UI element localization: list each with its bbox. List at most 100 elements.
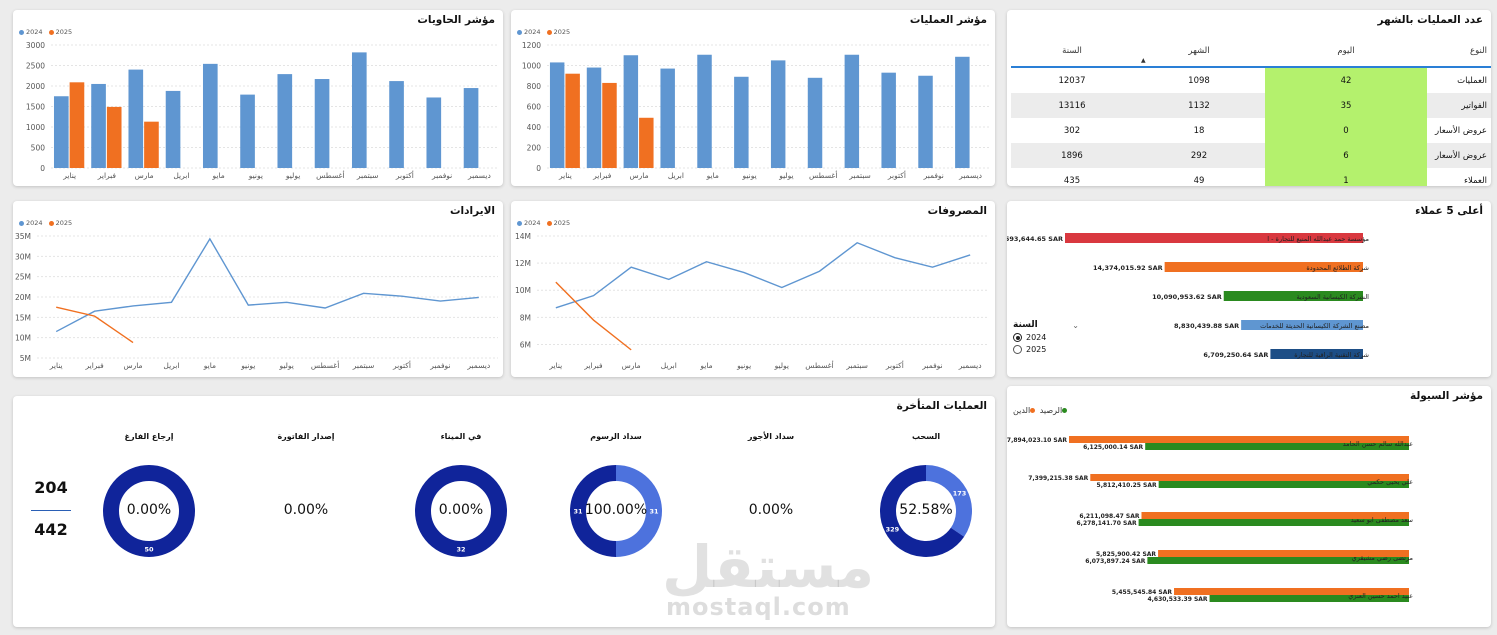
customer-value-label: 10,090,953.62 SAR <box>1152 293 1222 301</box>
col-month[interactable]: الشهر ▲ <box>1133 36 1265 68</box>
liquidity-card: مؤشر السيولة الرصيد الدين 7,894,023.10 S… <box>1007 386 1491 627</box>
containers-title: مؤشر الحاويات <box>417 14 495 26</box>
x-tick-label: مارس <box>622 361 641 370</box>
y-tick-label: 14M <box>515 232 531 241</box>
x-tick-label: مايو <box>699 361 712 370</box>
x-tick-label: ديسمبر <box>958 171 982 180</box>
x-tick-label: أكتوبر <box>885 360 904 370</box>
cell-year: 1896 <box>1011 143 1133 168</box>
donut-segment <box>925 465 972 537</box>
radio-2025[interactable]: 2025 <box>1013 345 1079 354</box>
legend-dot-balance <box>1062 408 1068 413</box>
bar-2024 <box>623 55 639 168</box>
y-tick-label: 20M <box>15 293 31 302</box>
x-tick-label: ابريل <box>661 361 677 370</box>
cell-year: 435 <box>1063 175 1081 186</box>
y-tick-label: 8M <box>520 313 531 322</box>
x-tick-label: أغسطس <box>316 170 344 180</box>
radio-2024[interactable]: 2024 <box>1013 333 1079 342</box>
line-series-2025 <box>555 281 632 351</box>
operations-chart: 0 200 400 600 800 1000 1200 يناير فبراير مارس ابري… <box>522 41 989 180</box>
balance-bar <box>1209 595 1409 602</box>
donut-segment-label: 173 <box>953 490 967 498</box>
bar-2024 <box>881 72 896 168</box>
x-tick-label: يوليو <box>279 361 294 370</box>
year-filter-header[interactable]: السنة ⌄ <box>1013 320 1079 330</box>
x-tick-label: يونيو <box>736 361 751 370</box>
x-tick-label: ديسمبر <box>958 361 982 370</box>
donut-segment-label: 31 <box>649 508 659 516</box>
x-tick-label: ابريل <box>173 171 189 180</box>
x-tick-label: فبراير <box>583 361 603 370</box>
y-tick-label: 15M <box>15 313 31 322</box>
y-tick-label: 30M <box>15 252 31 261</box>
y-tick-label: 600 <box>527 103 542 112</box>
watermark-latin: mostaql.com <box>666 593 851 621</box>
donut-segment <box>570 465 617 557</box>
debt-bar <box>1174 588 1409 595</box>
legend-balance: الرصيد <box>1039 406 1063 415</box>
y-tick-label: 2000 <box>26 82 45 91</box>
bar-2024 <box>770 60 786 168</box>
table-row[interactable]: 435 49 1 العملاء <box>1011 168 1491 186</box>
legend-2025: 2025 <box>55 28 73 36</box>
x-tick-label: سبتمبر <box>848 171 871 180</box>
balance-value-label: 5,812,410.25 SAR <box>1097 482 1157 489</box>
cell-day: 35 <box>1265 93 1427 118</box>
x-tick-label: نوفمبر <box>429 361 450 370</box>
bar-2025 <box>144 121 159 168</box>
table-row[interactable]: 1896 292 6 عروض الأسعار <box>1011 143 1491 168</box>
col-type[interactable]: النوع <box>1427 36 1491 68</box>
customer-name-label: عبدالله سالم حسن الحامد <box>1343 440 1413 448</box>
cell-month: 1132 <box>1133 93 1265 118</box>
y-tick-label: 2500 <box>26 62 45 71</box>
legend-2025: 2025 <box>553 28 571 36</box>
customer-value-label: 21,593,644.65 SAR <box>1007 235 1063 243</box>
donut-segment <box>615 465 662 557</box>
x-tick-label: أغسطس <box>311 360 339 370</box>
cell-year: 302 <box>1063 125 1081 136</box>
debt-bar <box>1141 512 1409 519</box>
expenses-legend: 2024 2025 <box>517 219 574 227</box>
balance-value-label: 6,125,000.14 SAR <box>1083 444 1143 451</box>
table-row[interactable]: 302 18 0 عروض الأسعار <box>1011 118 1491 143</box>
legend-debt: الدين <box>1013 406 1031 415</box>
customer-bar <box>1241 320 1363 330</box>
col-day[interactable]: اليوم <box>1265 36 1427 68</box>
late-ops-count-card: 204 442 <box>27 474 75 550</box>
legend-2024: 2024 <box>524 219 541 227</box>
legend-2025: 2025 <box>55 219 73 227</box>
radio-empty-icon[interactable] <box>1013 345 1022 354</box>
table-row[interactable]: 12037 1098 42 العمليات <box>1011 67 1491 93</box>
cell-year: 12037 <box>1058 75 1086 86</box>
donut-title-return-empty: إرجاع الفارغ <box>124 432 174 441</box>
x-tick-label: أكتوبر <box>392 360 411 370</box>
bar-2024 <box>426 97 442 168</box>
legend-2025: 2025 <box>553 219 571 227</box>
y-tick-label: 5M <box>20 354 31 363</box>
y-tick-label: 25M <box>15 273 31 282</box>
liquidity-legend: الرصيد الدين <box>1013 406 1069 415</box>
bar-2025 <box>602 82 617 168</box>
pct-withdrawal: 52.58% <box>899 502 953 518</box>
x-tick-label: يناير <box>49 361 63 370</box>
legend-2024: 2024 <box>524 28 541 36</box>
col-year[interactable]: السنة <box>1011 36 1133 68</box>
bar-2025 <box>106 106 122 168</box>
x-tick-label: فبراير <box>592 171 612 180</box>
bar-2024 <box>202 63 218 168</box>
radio-selected-icon[interactable] <box>1013 333 1022 342</box>
bar-2024 <box>549 62 565 168</box>
radio-2024-label: 2024 <box>1026 333 1047 342</box>
pct-return-empty: 0.00% <box>126 502 172 518</box>
sort-asc-icon[interactable]: ▲ <box>1141 57 1146 64</box>
debt-value-label: 5,455,545.84 SAR <box>1112 589 1172 596</box>
bar-2024 <box>53 96 69 168</box>
table-row[interactable]: 13116 1132 35 الفواتير <box>1011 93 1491 118</box>
x-tick-label: سبتمبر <box>845 361 868 370</box>
chevron-down-icon[interactable]: ⌄ <box>1072 320 1079 330</box>
balance-value-label: 6,073,897.24 SAR <box>1085 558 1145 565</box>
customer-name-label: مرتضى رضي مشيقري <box>1352 554 1413 562</box>
pct-fees-payment: 100.00% <box>584 502 648 518</box>
balance-bar <box>1147 557 1409 564</box>
